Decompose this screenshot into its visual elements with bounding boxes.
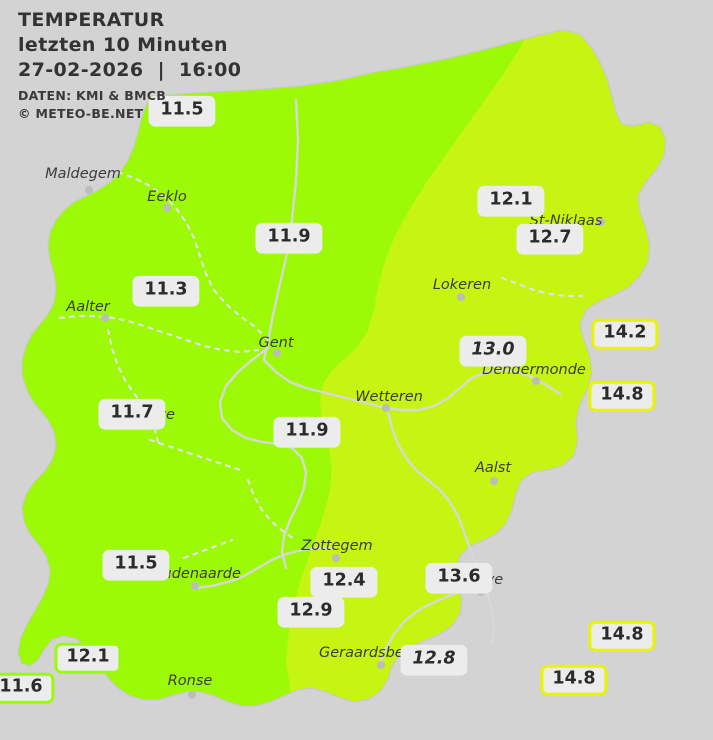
temperature-label[interactable]: 13.0 bbox=[459, 335, 527, 367]
temperature-label[interactable]: 12.9 bbox=[277, 596, 345, 628]
temperature-label[interactable]: 11.3 bbox=[132, 275, 200, 307]
temperature-label[interactable]: 14.2 bbox=[591, 318, 659, 350]
municipality-borders bbox=[58, 170, 584, 560]
city-dot bbox=[532, 377, 540, 385]
temperature-label[interactable]: 11.5 bbox=[148, 95, 216, 127]
city-dot bbox=[457, 293, 465, 301]
city-dot bbox=[101, 314, 109, 322]
temperature-label[interactable]: 14.8 bbox=[540, 664, 608, 696]
temperature-label[interactable]: 11.7 bbox=[98, 398, 166, 430]
city-dot bbox=[597, 218, 605, 226]
city-dot bbox=[332, 554, 340, 562]
temperature-label[interactable]: 13.6 bbox=[425, 562, 493, 594]
city-dot bbox=[188, 691, 196, 699]
temperature-label[interactable]: 12.1 bbox=[54, 642, 122, 674]
temperature-label[interactable]: 11.9 bbox=[255, 222, 323, 254]
temperature-label[interactable]: 11.9 bbox=[273, 416, 341, 448]
city-dot bbox=[85, 186, 93, 194]
temperature-label[interactable]: 14.8 bbox=[588, 380, 656, 412]
city-dot bbox=[163, 204, 171, 212]
temperature-label[interactable]: 11.5 bbox=[102, 549, 170, 581]
city-dot bbox=[382, 404, 390, 412]
internal-boundaries bbox=[194, 98, 562, 666]
temperature-label[interactable]: 12.7 bbox=[516, 223, 584, 255]
temperature-label[interactable]: 11.6 bbox=[0, 672, 55, 704]
city-dot bbox=[191, 582, 199, 590]
temperature-label[interactable]: 14.8 bbox=[588, 620, 656, 652]
temperature-label[interactable]: 12.8 bbox=[400, 644, 468, 676]
city-dot bbox=[273, 349, 281, 357]
province-outline bbox=[17, 29, 667, 707]
temperature-label[interactable]: 12.4 bbox=[310, 566, 378, 598]
city-dot bbox=[377, 661, 385, 669]
temperature-label[interactable]: 12.1 bbox=[477, 185, 545, 217]
city-dot bbox=[490, 477, 498, 485]
